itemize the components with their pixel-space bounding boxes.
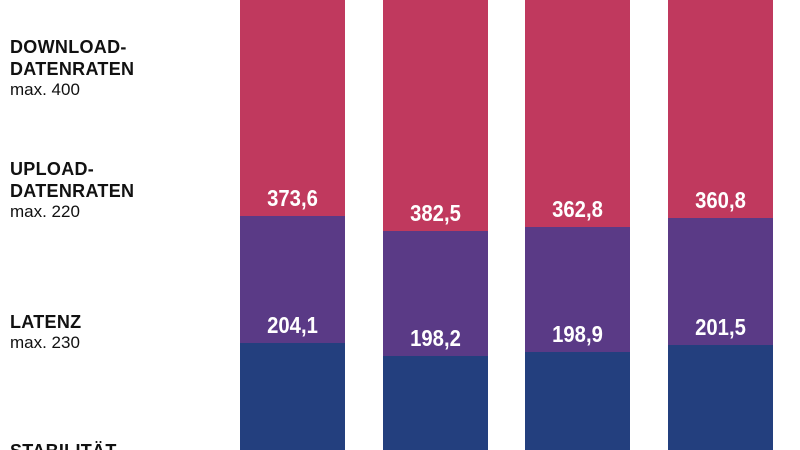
row-title: DATENRATEN [10,59,135,79]
row-title: DOWNLOAD- [10,37,127,57]
row-max: max. 400 [10,80,80,99]
download-value: 373,6 [267,185,318,211]
column: 373,6 204,1 [240,0,345,450]
column: 382,5 198,2 [383,0,488,450]
upload-segment [383,231,488,356]
row-title: UPLOAD- [10,159,95,179]
column: 362,8 198,9 [525,0,630,450]
download-segment [525,0,630,227]
upload-segment [240,216,345,343]
upload-value: 198,9 [552,321,603,347]
row-title: DATENRATEN [10,181,135,201]
download-value: 382,5 [410,200,461,226]
row-max: max. 220 [10,202,80,221]
download-segment [383,0,488,231]
row-label: DOWNLOAD- DATENRATEN max. 400 [10,36,134,99]
row-label: UPLOAD- DATENRATEN max. 220 [10,158,134,221]
upload-value: 201,5 [695,314,746,340]
latency-segment [525,352,630,450]
column: 360,8 201,5 [668,0,773,450]
latency-segment [240,343,345,450]
download-segment [240,0,345,216]
row-title: LATENZ [10,312,82,332]
upload-segment [668,218,773,345]
latency-segment [383,356,488,450]
latency-segment [668,345,773,450]
row-label: LATENZ max. 230 [10,311,81,352]
upload-value: 198,2 [410,325,461,351]
row-label: STABILITÄT [10,440,117,450]
upload-value: 204,1 [267,312,318,338]
upload-segment [525,227,630,352]
download-segment [668,0,773,218]
row-title: STABILITÄT [10,440,117,450]
download-value: 360,8 [695,187,746,213]
row-max: max. 230 [10,333,80,352]
download-value: 362,8 [552,196,603,222]
